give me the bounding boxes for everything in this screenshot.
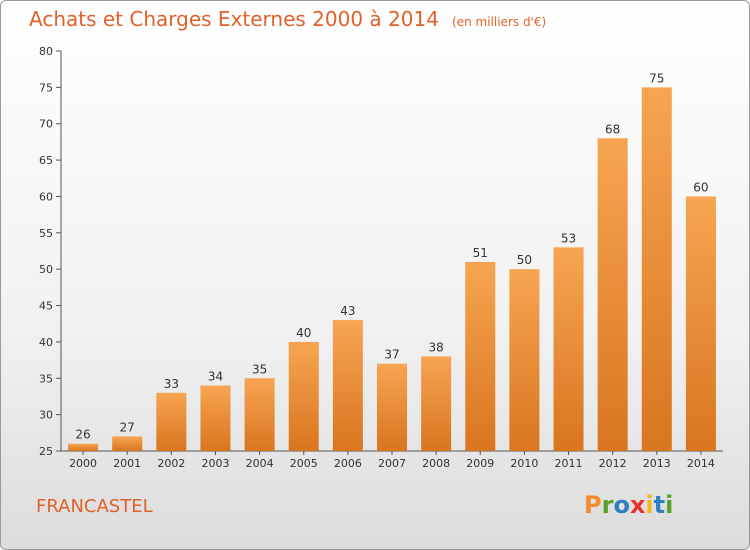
x-tick-label: 2001: [113, 457, 141, 470]
y-tick-label: 70: [39, 118, 53, 131]
data-label: 75: [649, 71, 664, 85]
bar: [156, 392, 187, 451]
data-label: 26: [75, 428, 90, 442]
bar: [288, 341, 319, 451]
x-tick-label: 2009: [466, 457, 494, 470]
y-tick-label: 35: [39, 372, 53, 385]
data-label: 35: [252, 362, 267, 376]
title-area: Achats et Charges Externes 2000 à 2014 (…: [29, 7, 546, 31]
bar: [509, 269, 540, 451]
logo-letter: i: [665, 491, 674, 519]
data-label: 34: [208, 370, 223, 384]
y-tick-label: 65: [39, 154, 53, 167]
data-label: 68: [605, 122, 620, 136]
data-label: 53: [561, 231, 576, 245]
y-tick-label: 25: [39, 445, 53, 458]
logo-letter: i: [645, 491, 654, 519]
x-tick-label: 2006: [334, 457, 362, 470]
bar: [200, 385, 231, 451]
data-label: 37: [384, 348, 399, 362]
data-label: 51: [473, 246, 488, 260]
x-tick-label: 2012: [599, 457, 627, 470]
logo-letter: r: [601, 491, 614, 519]
y-tick-label: 50: [39, 263, 53, 276]
x-tick-label: 2000: [69, 457, 97, 470]
x-tick-label: 2011: [555, 457, 583, 470]
bar: [244, 378, 275, 451]
logo-letter: o: [613, 491, 630, 519]
chart-title: Achats et Charges Externes 2000 à 2014: [29, 7, 439, 31]
logo-letter: P: [584, 491, 602, 519]
data-label: 43: [340, 304, 355, 318]
bar: [376, 363, 408, 451]
data-label: 50: [517, 253, 532, 267]
bar: [553, 247, 584, 451]
x-tick-label: 2003: [201, 457, 229, 470]
x-tick-label: 2010: [510, 457, 538, 470]
bar: [685, 196, 716, 451]
proxiti-logo: Proxiti: [584, 491, 673, 519]
y-tick-label: 75: [39, 81, 53, 94]
y-tick-label: 80: [39, 45, 53, 58]
commune-name: FRANCASTEL: [36, 496, 153, 517]
bar: [465, 261, 496, 451]
bar: [421, 356, 452, 451]
chart-subtitle: (en milliers d'€): [452, 15, 547, 29]
y-tick-label: 55: [39, 227, 53, 240]
y-tick-label: 45: [39, 300, 53, 313]
x-tick-label: 2013: [643, 457, 671, 470]
x-tick-label: 2004: [246, 457, 274, 470]
bar: [332, 320, 363, 451]
data-label: 40: [296, 326, 311, 340]
x-tick-label: 2007: [378, 457, 406, 470]
y-tick-label: 40: [39, 336, 53, 349]
bar: [112, 436, 143, 451]
bar: [68, 443, 99, 451]
logo-letter: x: [629, 491, 646, 519]
x-tick-label: 2005: [290, 457, 318, 470]
logo-letter: t: [653, 491, 666, 519]
bar: [597, 138, 628, 452]
x-tick-label: 2008: [422, 457, 450, 470]
y-tick-label: 60: [39, 190, 53, 203]
x-tick-label: 2002: [157, 457, 185, 470]
data-label: 27: [120, 420, 135, 434]
y-tick-label: 30: [39, 409, 53, 422]
data-label: 33: [164, 377, 179, 391]
bar: [641, 87, 672, 451]
data-label: 38: [428, 340, 443, 354]
x-tick-label: 2014: [687, 457, 715, 470]
data-label: 60: [693, 180, 708, 194]
